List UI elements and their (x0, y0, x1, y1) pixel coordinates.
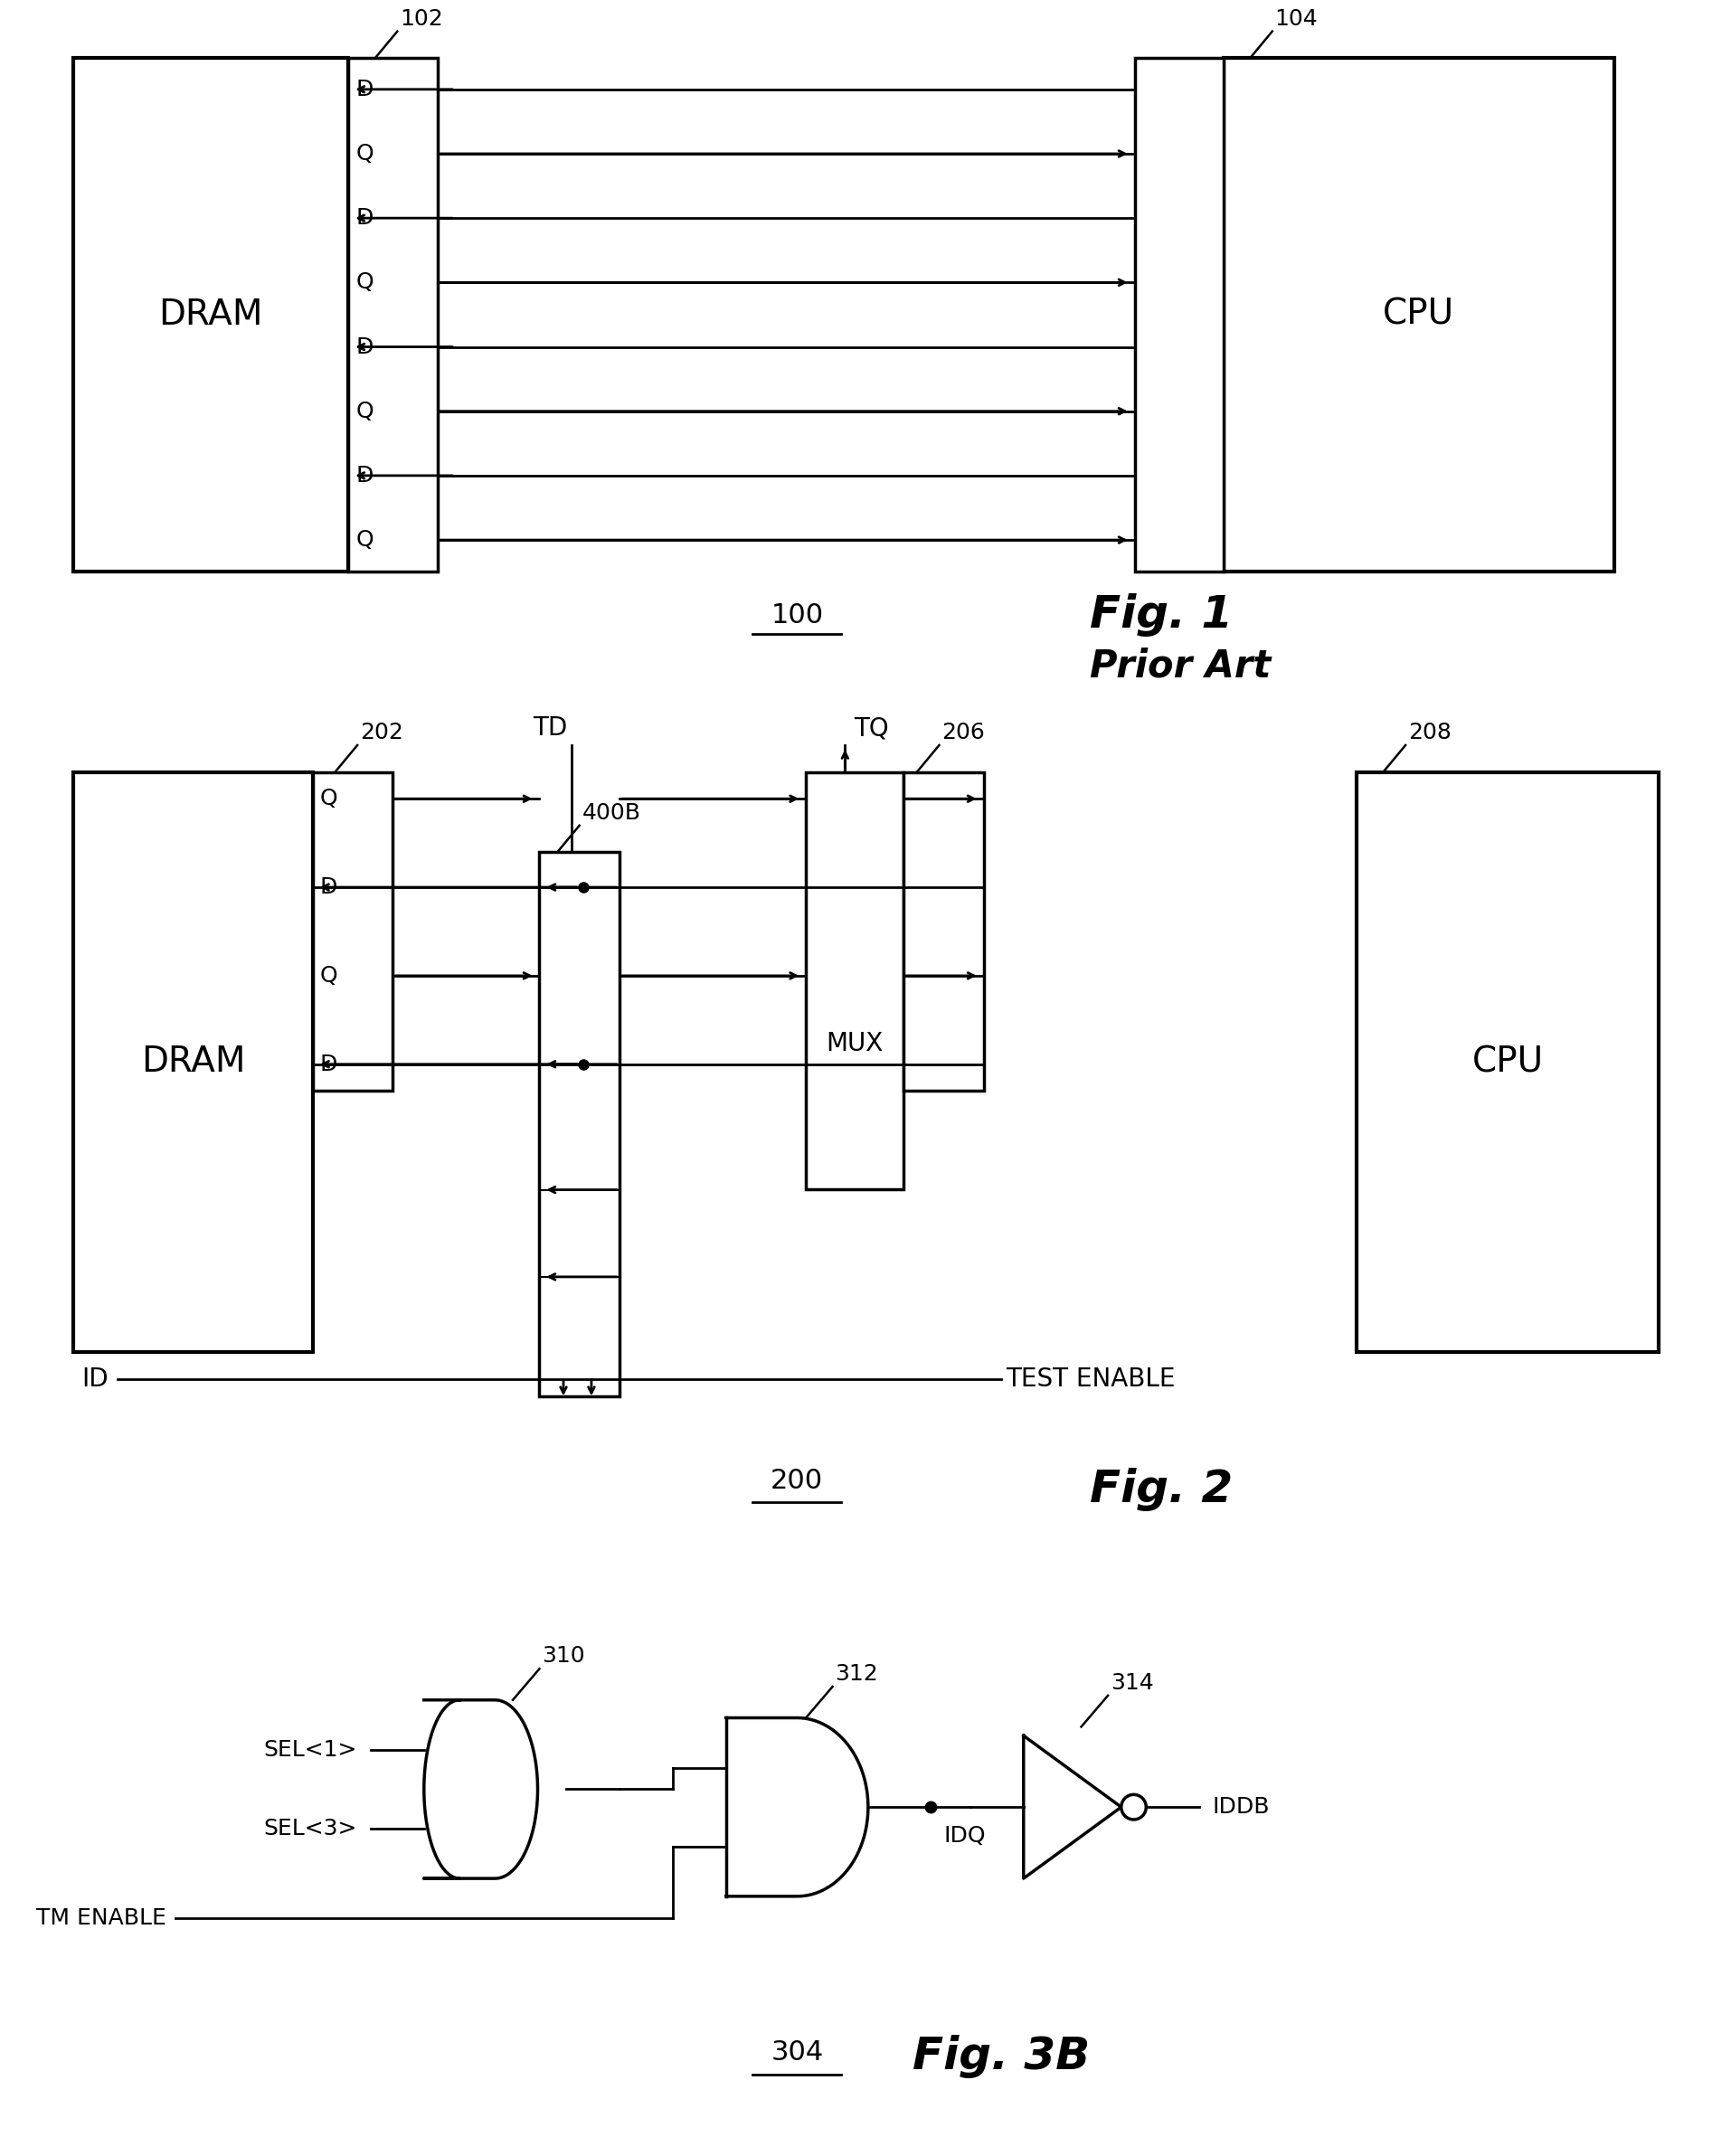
Text: 312: 312 (835, 1662, 878, 1684)
Text: 314: 314 (1111, 1673, 1154, 1695)
Text: Fig. 1: Fig. 1 (1091, 593, 1233, 636)
Text: D: D (356, 207, 373, 229)
Bar (904, 772, 984, 1091)
Text: 200: 200 (770, 1468, 823, 1494)
Text: TEST ENABLE: TEST ENABLE (1005, 1367, 1176, 1391)
Text: DRAM: DRAM (140, 1046, 245, 1080)
Text: 208: 208 (1409, 722, 1452, 744)
Text: TD: TD (532, 716, 567, 742)
Text: 400B: 400B (582, 802, 640, 824)
Bar (1356, 772, 1659, 1352)
Text: D: D (320, 1054, 337, 1076)
Text: DRAM: DRAM (159, 298, 264, 332)
Text: D: D (356, 78, 373, 99)
Polygon shape (1024, 1736, 1121, 1878)
Text: SEL<1>: SEL<1> (264, 1740, 358, 1761)
Text: Q: Q (356, 142, 373, 164)
Text: IDQ: IDQ (943, 1824, 986, 1848)
Bar (806, 772, 904, 1190)
Text: SEL<3>: SEL<3> (264, 1818, 358, 1839)
Text: 100: 100 (770, 602, 823, 630)
Text: 206: 206 (942, 722, 984, 744)
Text: D: D (356, 466, 373, 487)
Text: MUX: MUX (827, 1031, 883, 1056)
Bar (74, 772, 313, 1352)
Text: IDDB: IDDB (1212, 1796, 1270, 1818)
Text: 102: 102 (401, 9, 443, 30)
Bar (74, 58, 349, 571)
Bar (349, 58, 437, 571)
Bar (313, 772, 392, 1091)
Text: CPU: CPU (1472, 1046, 1544, 1080)
Text: ID: ID (82, 1367, 108, 1391)
Text: 310: 310 (543, 1645, 586, 1667)
Circle shape (1121, 1794, 1145, 1820)
Text: Prior Art: Prior Art (1091, 647, 1272, 686)
Text: 104: 104 (1275, 9, 1318, 30)
Bar (1135, 58, 1224, 571)
Text: D: D (320, 875, 337, 899)
Text: 304: 304 (770, 2040, 823, 2065)
Text: TQ: TQ (854, 716, 889, 742)
Text: Q: Q (320, 787, 337, 811)
Text: Q: Q (320, 966, 337, 987)
Bar (1224, 58, 1614, 571)
Text: Q: Q (356, 528, 373, 550)
Text: TM ENABLE: TM ENABLE (36, 1906, 166, 1930)
Text: Fig. 3B: Fig. 3B (912, 2035, 1091, 2078)
Text: Fig. 2: Fig. 2 (1091, 1468, 1233, 1511)
Text: 202: 202 (360, 722, 404, 744)
Bar (539, 852, 620, 1397)
Text: Q: Q (356, 272, 373, 293)
Text: CPU: CPU (1383, 298, 1455, 332)
Text: Q: Q (356, 401, 373, 423)
Text: D: D (356, 336, 373, 358)
